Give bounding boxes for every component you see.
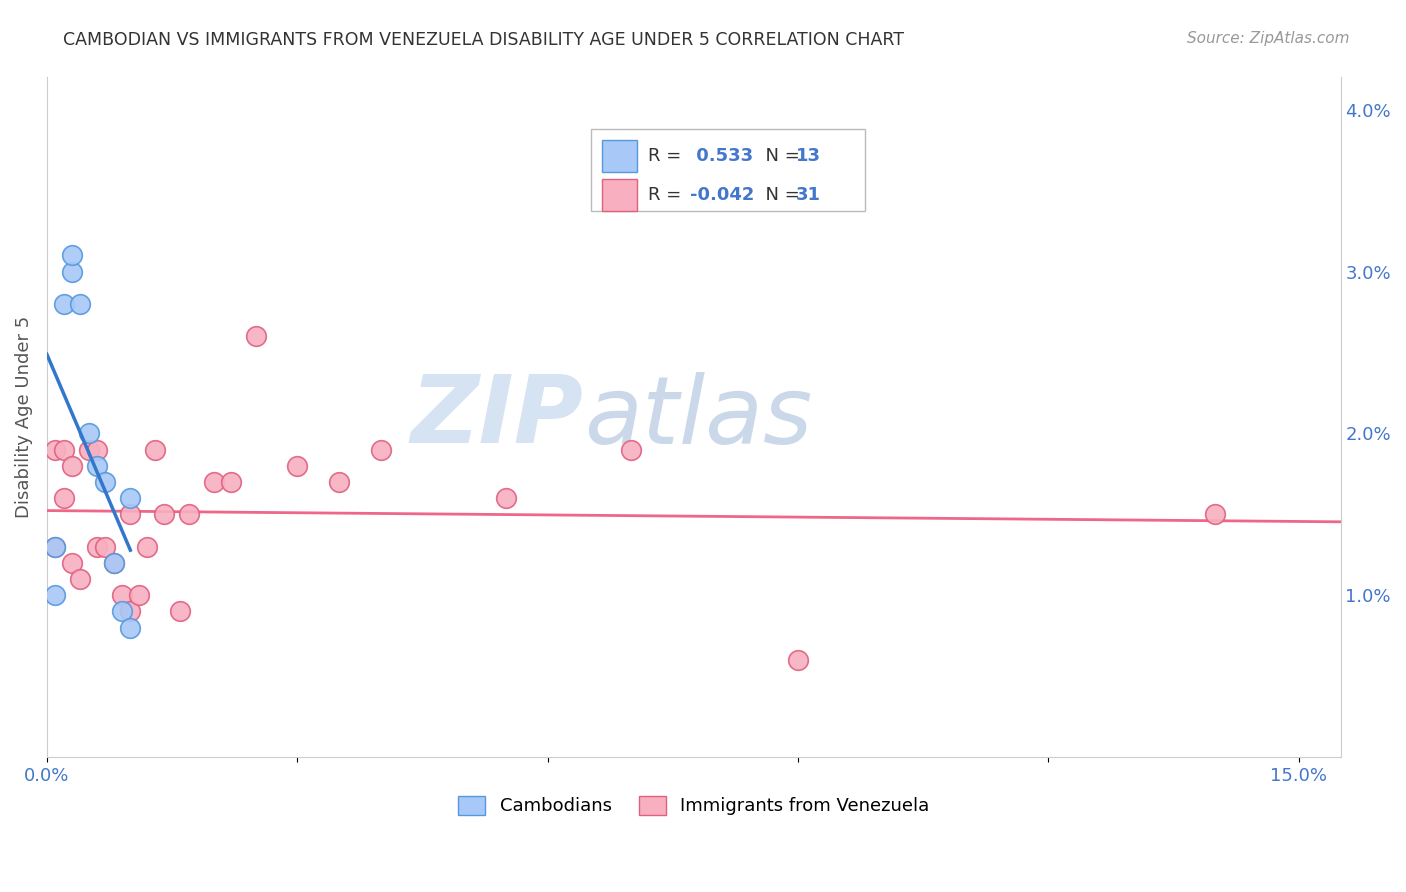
- Point: [44, 540, 66, 554]
- Text: 13: 13: [796, 147, 821, 165]
- Point: [44, 540, 66, 554]
- Point: [787, 653, 810, 667]
- Point: [103, 556, 125, 570]
- Y-axis label: Disability Age Under 5: Disability Age Under 5: [15, 316, 32, 518]
- Point: [219, 475, 242, 489]
- Point: [152, 508, 174, 522]
- Point: [202, 475, 225, 489]
- Point: [120, 491, 142, 505]
- Point: [94, 540, 117, 554]
- Point: [145, 442, 167, 457]
- Point: [177, 508, 200, 522]
- Text: 0.533: 0.533: [690, 147, 754, 165]
- Point: [94, 475, 117, 489]
- Text: R =: R =: [648, 186, 688, 204]
- Text: N =: N =: [754, 147, 806, 165]
- Legend: Cambodians, Immigrants from Venezuela: Cambodians, Immigrants from Venezuela: [451, 789, 936, 822]
- Text: R =: R =: [648, 147, 688, 165]
- Point: [77, 442, 100, 457]
- Point: [328, 475, 350, 489]
- Point: [245, 329, 267, 343]
- Point: [370, 442, 392, 457]
- Text: N =: N =: [754, 186, 806, 204]
- Text: 31: 31: [796, 186, 821, 204]
- Point: [60, 556, 83, 570]
- Point: [44, 442, 66, 457]
- Point: [52, 442, 75, 457]
- Point: [120, 604, 142, 618]
- Point: [285, 458, 308, 473]
- Point: [495, 491, 517, 505]
- Point: [60, 458, 83, 473]
- Text: CAMBODIAN VS IMMIGRANTS FROM VENEZUELA DISABILITY AGE UNDER 5 CORRELATION CHART: CAMBODIAN VS IMMIGRANTS FROM VENEZUELA D…: [63, 31, 904, 49]
- Point: [620, 442, 643, 457]
- Point: [60, 248, 83, 262]
- Point: [120, 508, 142, 522]
- Point: [52, 297, 75, 311]
- Point: [69, 572, 91, 586]
- Point: [1204, 508, 1226, 522]
- Point: [120, 621, 142, 635]
- Point: [128, 588, 150, 602]
- Point: [86, 540, 108, 554]
- Point: [111, 588, 134, 602]
- Point: [52, 491, 75, 505]
- Point: [86, 458, 108, 473]
- Text: ZIP: ZIP: [411, 371, 583, 463]
- Text: -0.042: -0.042: [690, 186, 755, 204]
- Point: [111, 604, 134, 618]
- Text: Source: ZipAtlas.com: Source: ZipAtlas.com: [1187, 31, 1350, 46]
- Point: [103, 556, 125, 570]
- Point: [60, 264, 83, 278]
- Point: [136, 540, 159, 554]
- Text: atlas: atlas: [583, 372, 813, 463]
- Point: [86, 442, 108, 457]
- Point: [69, 297, 91, 311]
- Point: [77, 426, 100, 441]
- Point: [169, 604, 191, 618]
- Point: [44, 588, 66, 602]
